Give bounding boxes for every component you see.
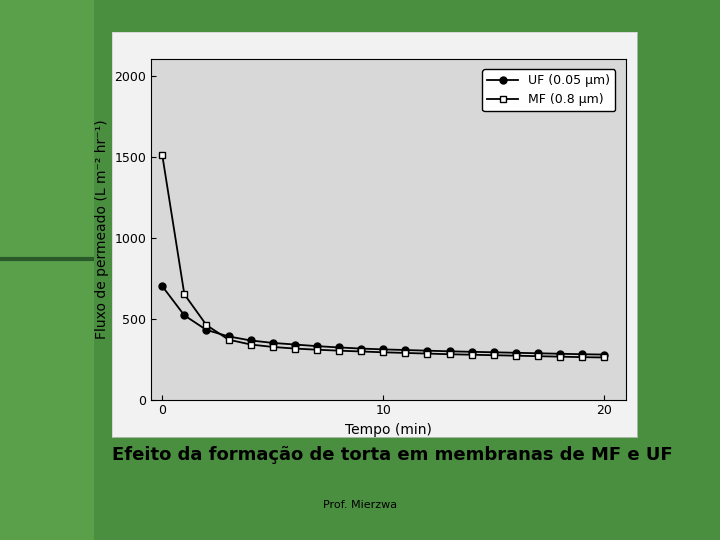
- MF (0.8 μm): [490, 352, 498, 359]
- UF (0.05 μm): [379, 346, 387, 353]
- MF (0.8 μm): [467, 352, 476, 358]
- X-axis label: Tempo (min): Tempo (min): [346, 423, 432, 437]
- Text: Prof. Mierzwa: Prof. Mierzwa: [323, 500, 397, 510]
- UF (0.05 μm): [423, 347, 432, 354]
- UF (0.05 μm): [490, 349, 498, 355]
- MF (0.8 μm): [578, 354, 587, 360]
- MF (0.8 μm): [180, 291, 189, 298]
- MF (0.8 μm): [158, 152, 166, 158]
- MF (0.8 μm): [445, 351, 454, 357]
- UF (0.05 μm): [445, 348, 454, 355]
- Text: Efeito da formação de torta em membranas de MF e UF: Efeito da formação de torta em membranas…: [112, 446, 672, 463]
- MF (0.8 μm): [401, 350, 410, 356]
- MF (0.8 μm): [600, 354, 608, 361]
- MF (0.8 μm): [312, 347, 321, 353]
- UF (0.05 μm): [401, 347, 410, 353]
- UF (0.05 μm): [578, 351, 587, 357]
- UF (0.05 μm): [246, 337, 255, 343]
- UF (0.05 μm): [335, 344, 343, 350]
- MF (0.8 μm): [556, 353, 564, 360]
- UF (0.05 μm): [556, 350, 564, 357]
- MF (0.8 μm): [423, 350, 432, 357]
- UF (0.05 μm): [224, 333, 233, 340]
- Y-axis label: Fluxo de permeado (L m⁻² hr⁻¹): Fluxo de permeado (L m⁻² hr⁻¹): [95, 120, 109, 339]
- UF (0.05 μm): [202, 327, 211, 333]
- MF (0.8 μm): [357, 348, 366, 355]
- UF (0.05 μm): [600, 352, 608, 358]
- Legend: UF (0.05 μm), MF (0.8 μm): UF (0.05 μm), MF (0.8 μm): [482, 69, 616, 111]
- UF (0.05 μm): [158, 283, 166, 289]
- UF (0.05 μm): [180, 312, 189, 319]
- MF (0.8 μm): [224, 336, 233, 343]
- MF (0.8 μm): [534, 353, 542, 360]
- Line: MF (0.8 μm): MF (0.8 μm): [159, 152, 608, 361]
- UF (0.05 μm): [269, 340, 277, 346]
- MF (0.8 μm): [269, 343, 277, 350]
- UF (0.05 μm): [534, 350, 542, 356]
- MF (0.8 μm): [202, 322, 211, 328]
- UF (0.05 μm): [467, 349, 476, 355]
- UF (0.05 μm): [312, 343, 321, 349]
- MF (0.8 μm): [335, 347, 343, 354]
- Line: UF (0.05 μm): UF (0.05 μm): [159, 283, 608, 358]
- MF (0.8 μm): [291, 346, 300, 352]
- MF (0.8 μm): [246, 341, 255, 348]
- UF (0.05 μm): [512, 349, 521, 356]
- MF (0.8 μm): [379, 349, 387, 355]
- MF (0.8 μm): [512, 353, 521, 359]
- UF (0.05 μm): [357, 346, 366, 352]
- UF (0.05 μm): [291, 341, 300, 348]
